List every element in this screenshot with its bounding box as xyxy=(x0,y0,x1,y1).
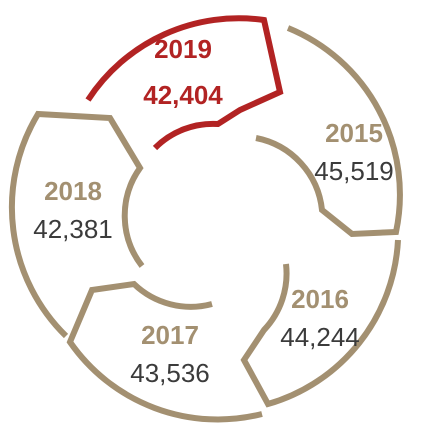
segment-2016-year: 2016 xyxy=(291,284,349,314)
segment-2019: 2019 42,404 xyxy=(85,15,284,151)
segment-2016-shape xyxy=(240,239,401,408)
segment-2017-value: 43,536 xyxy=(130,358,210,388)
segment-2016: 2016 44,244 xyxy=(240,239,401,408)
segment-2015-year: 2015 xyxy=(325,118,383,148)
segment-2017: 2017 43,536 xyxy=(66,280,263,423)
segment-2019-value: 42,404 xyxy=(143,80,223,110)
segment-2015: 2015 45,519 xyxy=(255,25,403,238)
segment-2018-shape xyxy=(8,110,145,339)
segment-2015-value: 45,519 xyxy=(314,156,394,186)
segment-2016-value: 44,244 xyxy=(280,322,360,352)
segment-2017-year: 2017 xyxy=(141,320,199,350)
segment-2018-year: 2018 xyxy=(44,176,102,206)
segment-2018: 2018 42,381 xyxy=(8,110,145,339)
segment-2019-year: 2019 xyxy=(154,34,212,64)
segment-2018-value: 42,381 xyxy=(33,214,113,244)
segment-2019-shape xyxy=(85,15,284,151)
segment-2017-shape xyxy=(66,280,263,423)
segment-2015-shape xyxy=(255,25,403,238)
